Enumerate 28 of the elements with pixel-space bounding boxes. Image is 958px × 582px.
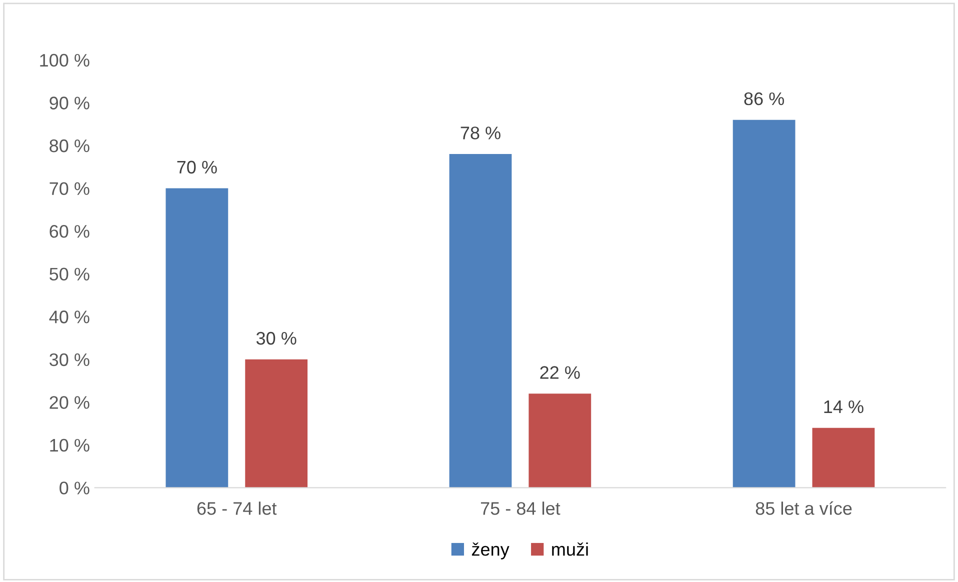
bar: [245, 359, 308, 488]
bar: [732, 120, 796, 488]
data-label: 70 %: [177, 160, 217, 174]
y-tick-label: 90 %: [50, 96, 90, 110]
data-label: 78 %: [460, 126, 500, 140]
y-tick-label: 0 %: [60, 482, 90, 494]
bar: [812, 428, 875, 488]
y-tick-label: 80 %: [50, 139, 90, 152]
x-tick-label: 65 - 74 let: [197, 502, 277, 515]
x-tick-label: 75 - 84 let: [480, 502, 560, 515]
y-tick-label: 70 %: [50, 182, 90, 195]
legend-label: muži: [552, 542, 588, 556]
data-label: 22 %: [540, 366, 580, 379]
y-tick-label: 10 %: [50, 438, 90, 452]
bar: [449, 154, 512, 488]
y-tick-label: 20 %: [50, 396, 90, 409]
x-tick-label: 85 let a více: [756, 501, 852, 515]
y-tick-label: 40 %: [49, 310, 90, 324]
bar: [166, 188, 228, 488]
y-tick-label: 30 %: [50, 353, 90, 366]
legend-label: ženy: [472, 542, 510, 560]
data-label: 86 %: [744, 92, 784, 106]
y-tick-label: 60 %: [50, 224, 90, 238]
data-label: 30 %: [256, 332, 296, 345]
y-tick-label: 50 %: [50, 268, 90, 281]
y-tick-label: 100 %: [40, 54, 90, 67]
data-label: 14 %: [824, 400, 864, 414]
bar: [528, 394, 592, 488]
